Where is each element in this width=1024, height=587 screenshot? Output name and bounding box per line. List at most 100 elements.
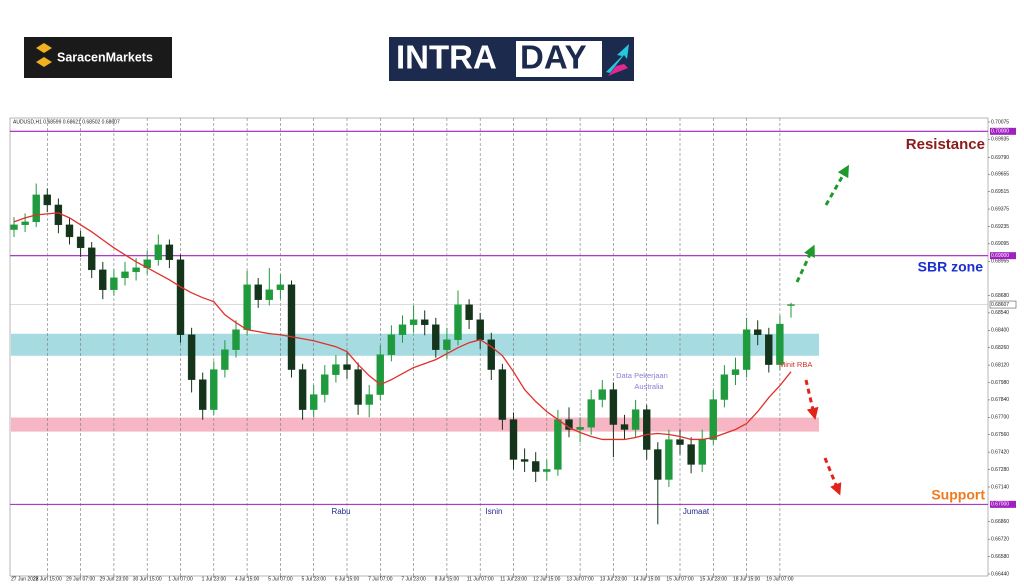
y-tick-label: 0.68120 [991, 362, 1009, 368]
candle-body [709, 399, 717, 440]
y-tick-label: 0.66720 [991, 537, 1009, 543]
candle-body [354, 369, 362, 405]
y-tick-label: 0.69375 [991, 206, 1009, 212]
logo-box [516, 41, 602, 77]
logo-text: INTRA [396, 39, 497, 76]
y-tick-label: 0.69655 [991, 172, 1009, 178]
candle-body [132, 267, 140, 273]
zone [11, 333, 819, 356]
x-tick-label: 4 Jul 15:00 [235, 576, 260, 582]
candle-body [243, 284, 251, 330]
candle-body [487, 339, 495, 370]
candle-body [376, 354, 384, 395]
candle-body [443, 339, 451, 350]
y-tick-label: 0.68955 [991, 259, 1009, 265]
candle-body [432, 324, 440, 350]
y-tick-label: 0.66440 [991, 571, 1009, 577]
candle-body [631, 409, 640, 430]
x-tick-label: 13 Jul 07:00 [566, 576, 593, 582]
annotation: Isnin [486, 507, 503, 516]
level-box [990, 252, 1016, 260]
candle-body [665, 439, 673, 480]
candle-body [787, 304, 795, 306]
candle-body [754, 329, 762, 335]
x-tick-label: 11 Jul 07:00 [467, 576, 494, 582]
candle-body [32, 194, 40, 223]
candle-body [298, 369, 307, 410]
level-label: 0.67000 [991, 502, 1009, 508]
logo-text: SaracenMarkets [57, 50, 153, 64]
x-tick-label: 28 Jun 15:00 [33, 576, 62, 582]
y-tick-label: 0.66860 [991, 519, 1009, 525]
candle-body [76, 236, 85, 249]
x-tick-label: 29 Jun 07:00 [66, 576, 95, 582]
candle-body [742, 329, 751, 370]
x-tick-label: 8 Jul 15:00 [435, 576, 460, 582]
level-box [990, 500, 1016, 508]
x-tick-label: 15 Jul 07:00 [666, 576, 693, 582]
level-label: 0.70000 [991, 129, 1009, 135]
candle-body [332, 364, 340, 375]
logo-arrow [606, 44, 629, 73]
candle-body [365, 394, 373, 405]
y-tick-label: 0.68260 [991, 345, 1009, 351]
x-tick-label: 15 Jul 23:00 [700, 576, 727, 582]
candle-body [687, 444, 695, 465]
candle-body [99, 269, 107, 290]
candle-body [731, 369, 740, 375]
candle-body [310, 394, 318, 410]
candle-body [676, 439, 684, 445]
y-tick-label: 0.67560 [991, 432, 1009, 438]
y-tick-label: 0.66580 [991, 554, 1009, 560]
candle-body [465, 304, 473, 320]
candle-body [720, 374, 729, 400]
arrow-down [804, 379, 819, 420]
candle-body [409, 319, 418, 325]
candle-body [654, 449, 662, 480]
arrow-down [823, 457, 842, 496]
y-tick-label: 0.68680 [991, 293, 1009, 299]
y-tick-label: 0.67140 [991, 484, 1009, 490]
candle-body [609, 389, 618, 425]
candle-body [776, 323, 784, 365]
y-tick-label: 0.69515 [991, 189, 1009, 195]
zone [11, 417, 819, 432]
candle-body [187, 334, 196, 380]
candle-body [387, 334, 396, 355]
candle-body [165, 244, 174, 260]
candle-body [110, 277, 118, 290]
y-tick-label: 0.69235 [991, 224, 1009, 230]
candle-body [254, 284, 262, 300]
x-tick-label: 29 Jun 23:00 [99, 576, 128, 582]
logo-arrow [608, 64, 628, 76]
x-tick-label: 30 Jun 15:00 [133, 576, 162, 582]
annotation: Minit RBA [779, 360, 812, 369]
x-tick-label: 27 Jun 2022 [11, 576, 39, 582]
annotation: Resistance [906, 136, 985, 153]
y-tick-label: 0.67280 [991, 467, 1009, 473]
candle-body [620, 424, 629, 430]
y-tick-label: 0.69935 [991, 137, 1009, 143]
y-tick-label: 0.69095 [991, 241, 1009, 247]
candle-body [265, 289, 273, 300]
annotation: Data Pekerjaan [616, 371, 668, 380]
saracen-logo: SaracenMarkets [24, 37, 172, 78]
candle-body [398, 324, 407, 335]
candle-body [576, 427, 584, 430]
y-tick-label: 0.68400 [991, 328, 1009, 334]
candle-body [598, 389, 606, 400]
candle-body [509, 419, 518, 460]
candle-body [54, 204, 63, 226]
candle-body [87, 247, 96, 271]
arrow-up [795, 244, 815, 283]
candle-body [587, 399, 595, 428]
arrow-up [824, 164, 849, 206]
annotation: Rabu [331, 507, 350, 516]
logo-text: DAY [520, 39, 587, 76]
candle-body [10, 224, 18, 230]
y-tick-label: 0.67980 [991, 380, 1009, 386]
candle-body [498, 369, 507, 420]
candle-body [554, 419, 562, 470]
